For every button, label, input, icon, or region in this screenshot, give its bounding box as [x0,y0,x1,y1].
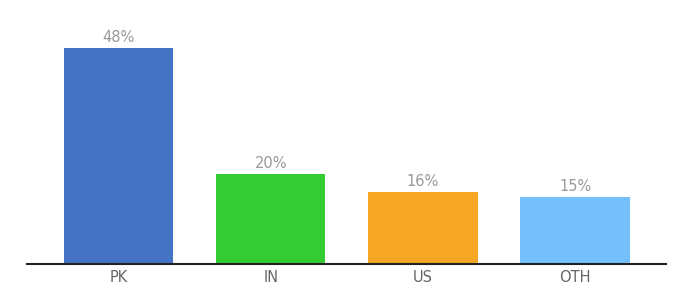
Bar [64,48,173,264]
Text: 48%: 48% [103,30,135,45]
Text: 16%: 16% [407,174,439,189]
Bar [520,196,630,264]
Text: 20%: 20% [254,156,287,171]
Text: 15%: 15% [559,179,591,194]
Bar [216,174,326,264]
Bar [368,192,477,264]
